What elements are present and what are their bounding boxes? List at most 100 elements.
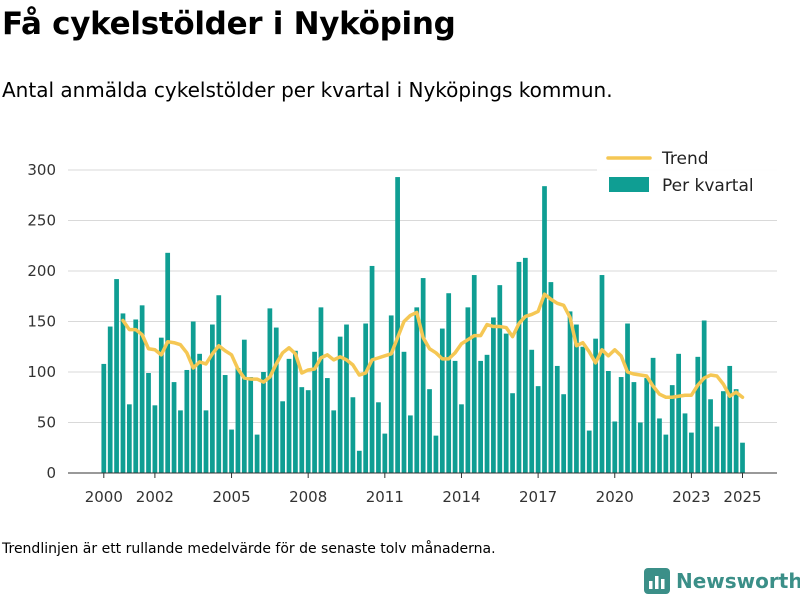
bar [586,430,592,473]
bar [682,413,688,473]
x-tick-label: 2005 [212,488,250,506]
bar [280,401,285,473]
bar [689,432,694,473]
legend: Trend Per kvartal [597,148,777,206]
bar [733,389,739,473]
bar [350,397,356,473]
bar [254,434,260,473]
x-tick-label: 2002 [136,488,174,506]
y-tick-label: 150 [27,313,56,331]
x-tick-label: 2014 [442,488,480,506]
bar [165,252,171,473]
bar [676,353,681,473]
x-tick-label: 2000 [85,488,123,506]
bar [126,404,132,473]
legend-bar-swatch [609,177,649,192]
bar [388,315,394,473]
bar [708,399,713,473]
bar [631,382,637,473]
bar [427,389,432,473]
bar-chart-icon [644,568,670,594]
bar [408,415,413,473]
bar [484,354,490,473]
bar [382,433,388,473]
bar [139,305,145,473]
bar [331,410,337,473]
bar [637,422,643,473]
bar [446,293,452,473]
bar [561,394,567,473]
bar [650,357,656,473]
bar [593,338,598,473]
x-axis-ticks: 2000 2002 2005 2008 2011 2014 2017 2020 2023 2025 [85,473,762,506]
bar [190,321,196,473]
bar [644,378,650,473]
bar [529,349,535,473]
bar [465,307,471,473]
bar [395,177,400,473]
bar [580,346,586,473]
page-subtitle: Antal anmälda cykelstölder per kvartal i… [2,78,613,102]
bar [414,307,420,473]
bar [146,373,151,473]
bar [178,410,183,473]
bar [695,356,701,473]
bar [337,336,343,473]
bar [599,275,605,473]
bar [376,402,381,473]
bar [248,377,254,473]
bar [235,367,241,473]
bar [516,261,522,473]
bar [727,365,733,473]
bar [625,323,630,473]
bar [574,324,579,473]
bar [293,350,298,473]
bar [657,418,662,473]
bar [299,387,305,473]
bar [542,186,547,473]
legend-bar-label: Per kvartal [662,176,754,196]
bar [433,435,439,473]
bar [363,323,369,473]
bar [203,410,209,473]
y-tick-label: 250 [27,212,56,230]
trend-line [121,292,745,399]
bar-series [101,177,745,473]
x-tick-label: 2020 [596,488,634,506]
bar [158,337,164,473]
bar [184,369,190,473]
bar [420,278,426,473]
x-tick-label: 2023 [672,488,710,506]
bar [273,327,279,473]
x-tick-label: 2017 [519,488,557,506]
bar [503,333,509,473]
bar [210,324,215,473]
bar [241,339,247,473]
bar [222,375,228,473]
bar [401,351,407,473]
bar [535,386,541,473]
legend-trend-label: Trend [661,149,709,169]
bar [261,372,266,473]
y-tick-label: 50 [37,414,56,432]
bar [312,351,317,473]
x-tick-label: 2011 [366,488,404,506]
footnote: Trendlinjen är ett rullande medelvärde f… [2,541,496,557]
y-tick-label: 100 [27,363,56,381]
bar [369,265,375,473]
bar [459,404,464,473]
bar [120,313,126,473]
bar [152,405,158,473]
bar [740,442,745,473]
bar [107,326,113,473]
bar [471,275,477,473]
page-title: Få cykelstölder i Nyköping [2,6,456,42]
bar [229,429,234,473]
bar [286,358,292,473]
bar [267,308,273,473]
bar [554,365,560,473]
bar [318,307,324,473]
bar [714,426,720,473]
bar [356,450,362,473]
x-tick-label: 2025 [723,488,761,506]
